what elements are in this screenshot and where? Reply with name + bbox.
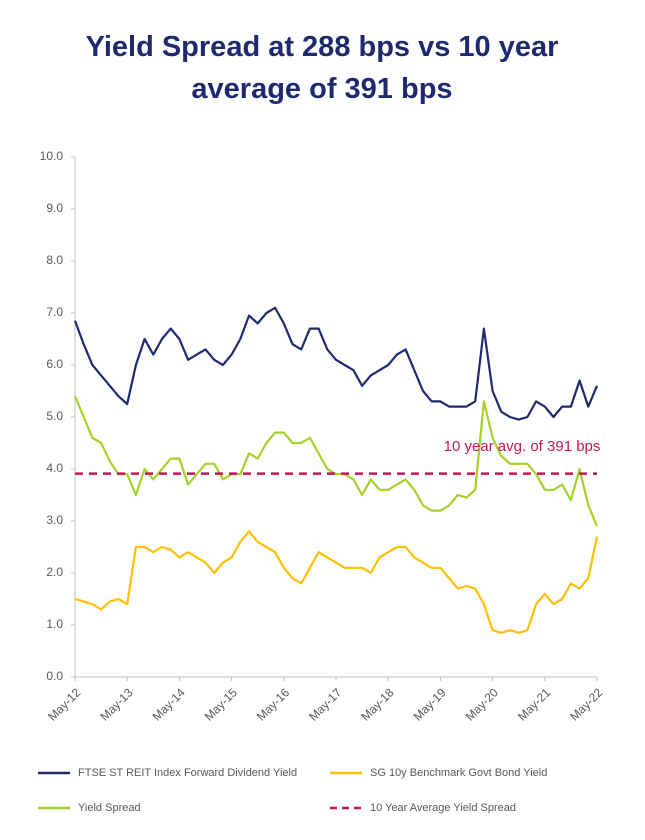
- series-line: [74, 530, 599, 634]
- y-tick-label: 1.0: [46, 617, 63, 631]
- x-tick-label: May-15: [202, 685, 240, 723]
- reference-annotation: 10 year avg. of 391 bps: [444, 438, 601, 455]
- y-tick-label: 6.0: [46, 357, 63, 371]
- y-tick-label: 5.0: [46, 409, 63, 423]
- legend-label: SG 10y Benchmark Govt Bond Yield: [370, 767, 547, 779]
- legend-label: FTSE ST REIT Index Forward Dividend Yiel…: [78, 767, 297, 779]
- x-tick-label: May-16: [254, 685, 292, 723]
- y-tick-label: 10.0: [40, 149, 64, 163]
- x-tick-label: May-14: [150, 685, 188, 723]
- x-tick-label: May-12: [45, 685, 83, 723]
- x-tick-label: May-21: [515, 685, 553, 723]
- x-tick-label: May-18: [358, 685, 396, 723]
- chart-title: Yield Spread at 288 bps vs 10 year avera…: [85, 31, 559, 105]
- y-tick-label: 7.0: [46, 305, 63, 319]
- series-line: [73, 306, 599, 421]
- x-tick-label: May-19: [411, 685, 449, 723]
- y-tick-label: 0.0: [46, 669, 63, 683]
- y-tick-label: 3.0: [46, 513, 63, 527]
- x-tick-label: May-20: [463, 685, 501, 723]
- x-tick-label: May-13: [97, 685, 135, 723]
- x-tick-label: May-17: [306, 685, 344, 723]
- y-tick-label: 2.0: [46, 565, 63, 579]
- legend-label: Yield Spread: [78, 802, 141, 814]
- x-tick-label: May-22: [567, 685, 605, 723]
- y-tick-label: 9.0: [46, 201, 63, 215]
- y-tick-label: 8.0: [46, 253, 63, 267]
- y-tick-label: 4.0: [46, 461, 63, 475]
- legend-label: 10 Year Average Yield Spread: [370, 802, 516, 814]
- series-line: [73, 395, 599, 527]
